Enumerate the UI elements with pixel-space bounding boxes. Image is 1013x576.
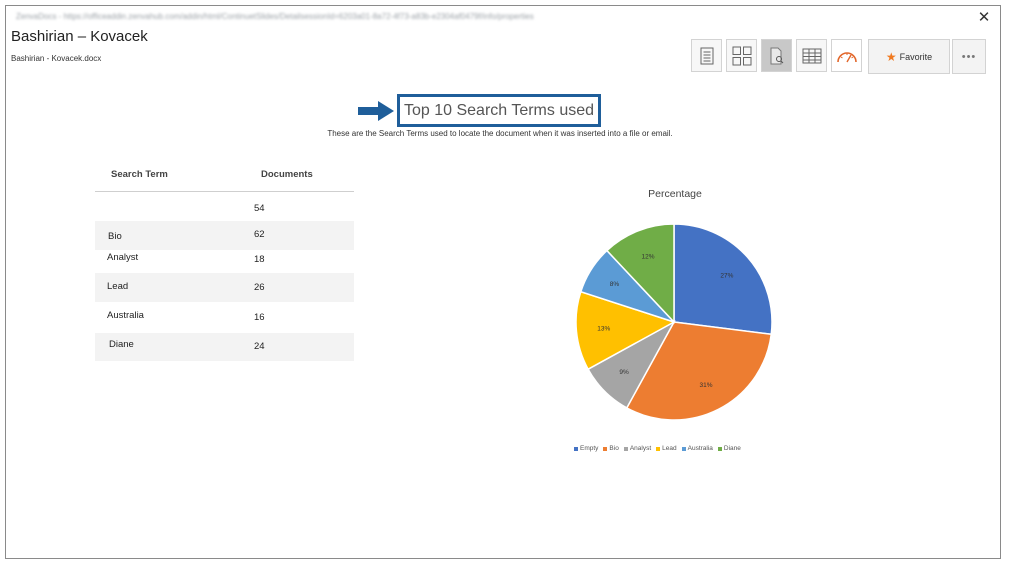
documents-cell: 16 [254, 312, 265, 323]
chart-title: Percentage [648, 188, 702, 200]
data-label-lead: 13% [597, 326, 610, 333]
table-row: 54 [95, 192, 354, 221]
legend-swatch [603, 446, 608, 451]
term-cell: Diane [109, 339, 134, 350]
grid-view-button[interactable] [726, 39, 757, 72]
legend-label: Analyst [629, 445, 652, 452]
chart-legend: Empty Bio Analyst Lead Australia Diane [574, 445, 741, 452]
data-label-diane: 12% [642, 253, 655, 260]
close-button[interactable]: ✕ [977, 9, 991, 26]
legend-item-australia: Australia [681, 445, 713, 452]
more-options-button[interactable]: ••• [952, 39, 986, 74]
document-search-button[interactable] [761, 39, 792, 72]
document-filename: Bashirian - Kovacek.docx [11, 54, 102, 63]
legend-swatch [656, 446, 661, 451]
legend-swatch [623, 446, 628, 451]
legend-swatch [681, 446, 686, 451]
legend-item-empty: Empty [574, 445, 598, 452]
more-icon: ••• [961, 50, 977, 63]
pie-slice-lead [575, 290, 676, 371]
table-view-button[interactable] [796, 39, 827, 72]
data-label-empty: 27% [720, 272, 733, 279]
term-cell: Bio [108, 231, 122, 242]
data-label-bio: 31% [700, 382, 713, 389]
section-title: Top 10 Search Terms used [397, 94, 601, 127]
term-cell: Australia [107, 310, 144, 321]
legend-swatch [717, 446, 722, 451]
legend-item-lead: Lead [656, 445, 677, 452]
column-header-documents: Documents [261, 169, 313, 180]
document-search-icon [770, 47, 783, 64]
data-label-australia: 8% [610, 281, 620, 288]
pie-slice-diane [605, 223, 675, 324]
dashboard-button[interactable] [831, 39, 862, 72]
legend-item-bio: Bio [603, 445, 619, 452]
documents-cell: 54 [254, 203, 265, 214]
table-header: Search Term Documents [95, 162, 354, 192]
documents-cell: 24 [254, 341, 265, 352]
table-row: Lead 26 [95, 273, 354, 302]
favorite-button[interactable]: ★ Favorite [868, 39, 950, 74]
arrow-right-icon [358, 101, 394, 121]
search-terms-table: Search Term Documents 54 Bio 62 Analyst … [95, 162, 354, 361]
pie-slice-bio [625, 321, 773, 421]
table-row: Australia 16 [95, 302, 354, 333]
grid-view-icon [732, 46, 751, 65]
legend-swatch [574, 446, 578, 451]
data-label-analyst: 9% [619, 369, 629, 376]
legend-item-diane: Diane [717, 445, 741, 452]
section-description: These are the Search Terms used to locat… [327, 129, 673, 138]
document-title: Bashirian – Kovacek [11, 28, 148, 45]
legend-label: Bio [609, 445, 619, 452]
table-row: Bio 62 [95, 221, 354, 250]
legend-label: Australia [687, 445, 713, 452]
legend-label: Empty [580, 445, 599, 452]
legend-label: Lead [662, 445, 677, 452]
document-view-button[interactable] [691, 39, 722, 72]
dashboard-gauge-icon [836, 51, 857, 62]
term-cell: Analyst [107, 252, 139, 263]
pie-chart: 27% 31% 9% 13% 8% 12% [575, 223, 773, 421]
documents-cell: 26 [254, 282, 265, 293]
documents-cell: 62 [254, 229, 265, 240]
table-view-icon [802, 48, 821, 63]
table-row: Analyst 18 [95, 250, 354, 273]
documents-cell: 18 [254, 254, 265, 265]
window-url: ZenvaDocs - https://officeaddin.zenvahub… [16, 12, 534, 21]
legend-item-analyst: Analyst [623, 445, 652, 452]
pie-slice-empty [673, 223, 773, 336]
document-view-icon [700, 47, 713, 64]
term-cell: Lead [107, 281, 129, 292]
table-row: Diane 24 [95, 333, 354, 361]
star-icon: ★ [885, 49, 897, 64]
column-header-search-term: Search Term [111, 169, 168, 180]
legend-label: Diane [723, 445, 741, 452]
favorite-label: Favorite [899, 51, 933, 62]
